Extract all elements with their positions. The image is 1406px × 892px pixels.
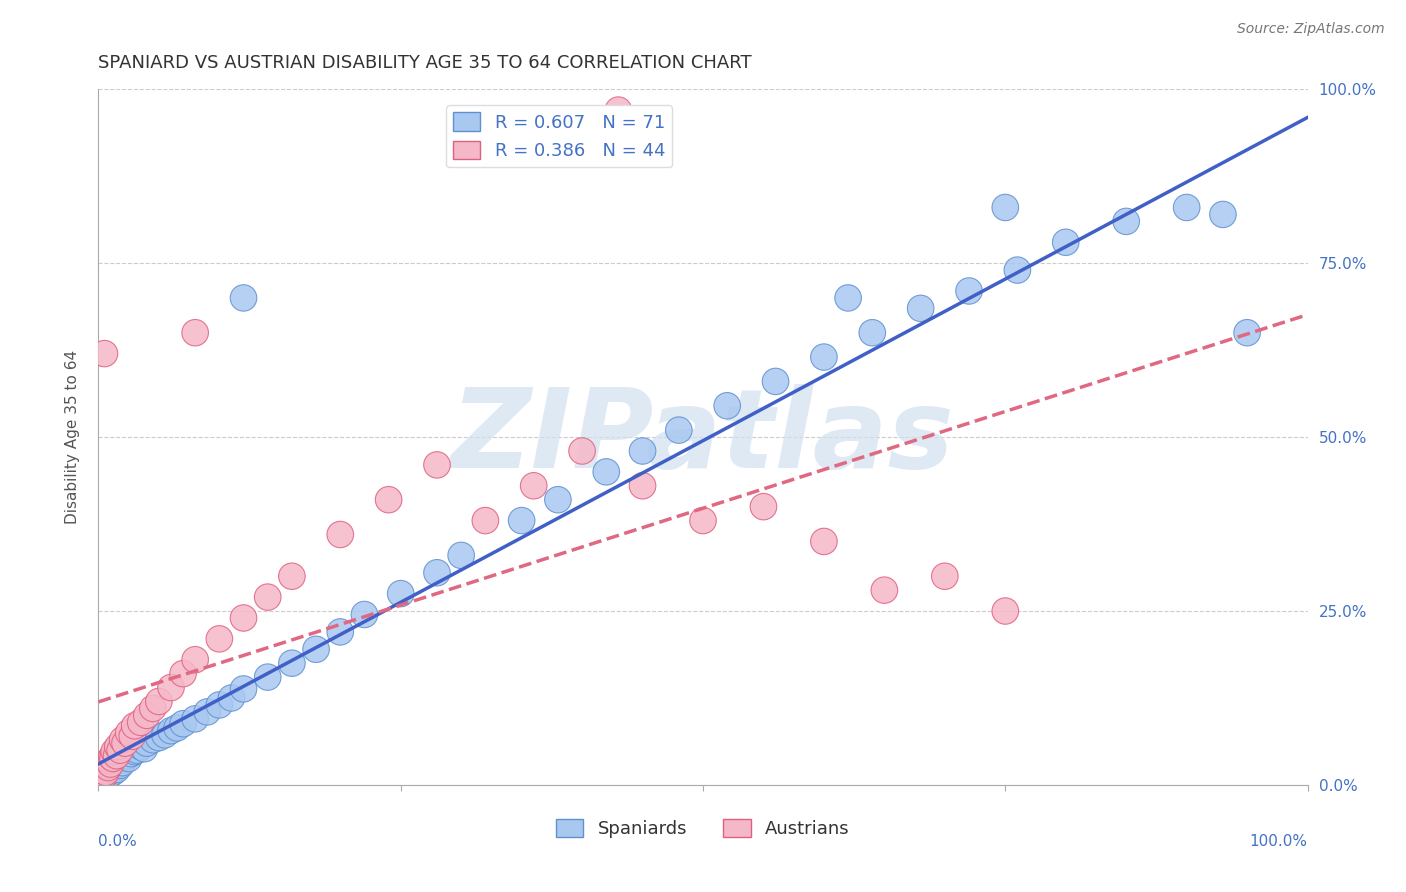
Text: Source: ZipAtlas.com: Source: ZipAtlas.com	[1237, 22, 1385, 37]
Legend: Spaniards, Austrians: Spaniards, Austrians	[550, 812, 856, 846]
Text: 100.0%: 100.0%	[1250, 834, 1308, 848]
Text: ZIPatlas: ZIPatlas	[451, 384, 955, 491]
Text: SPANIARD VS AUSTRIAN DISABILITY AGE 35 TO 64 CORRELATION CHART: SPANIARD VS AUSTRIAN DISABILITY AGE 35 T…	[98, 54, 752, 72]
Y-axis label: Disability Age 35 to 64: Disability Age 35 to 64	[65, 350, 80, 524]
Text: 0.0%: 0.0%	[98, 834, 138, 848]
